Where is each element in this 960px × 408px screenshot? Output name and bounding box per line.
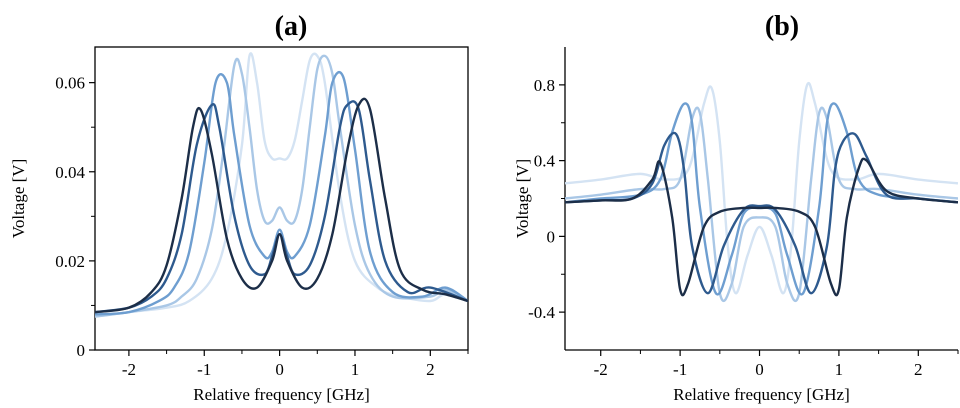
y-tick-label: 0.8 xyxy=(534,76,555,95)
y-tick-label: 0.06 xyxy=(55,74,85,93)
x-tick-label: 0 xyxy=(755,360,764,379)
series-line xyxy=(95,100,468,314)
series-line xyxy=(565,131,958,295)
series-line xyxy=(565,106,958,302)
x-axis-label: Relative frequency [GHz] xyxy=(193,385,370,404)
y-tick-label: 0 xyxy=(547,227,556,246)
series-line xyxy=(95,97,468,314)
x-tick-label: -2 xyxy=(594,360,608,379)
x-tick-label: 1 xyxy=(351,360,360,379)
y-axis-label: Voltage [V] xyxy=(9,159,28,238)
panel-b: (b) -2 -1 0 1 2 -0.4 0 0.4 0.8 Relative frequency … xyxy=(513,11,959,404)
series-line xyxy=(95,54,468,318)
x-tick-label: 2 xyxy=(426,360,435,379)
x-tick-label: -1 xyxy=(673,360,687,379)
x-tick-label: 2 xyxy=(914,360,923,379)
panel-a: (a) -2 -1 0 1 2 0 0.02 0.04 0.06 Relative frequenc… xyxy=(9,11,469,404)
x-axis-label: Relative frequency [GHz] xyxy=(673,385,850,404)
series-line xyxy=(565,157,958,297)
x-tick-label: -2 xyxy=(122,360,136,379)
y-axis-label: Voltage [V] xyxy=(513,159,532,238)
chart-title: (a) xyxy=(275,11,308,42)
chart-title: (b) xyxy=(765,11,799,42)
series-line xyxy=(95,70,468,316)
x-tick-label: 1 xyxy=(835,360,844,379)
y-tick-label: 0 xyxy=(77,341,86,360)
x-tick-label: -1 xyxy=(197,360,211,379)
y-tick-label: -0.4 xyxy=(528,303,555,322)
y-tick-label: 0.4 xyxy=(534,152,556,171)
series-line xyxy=(565,81,958,295)
series-line xyxy=(95,52,468,318)
y-tick-label: 0.02 xyxy=(55,252,85,271)
y-tick-label: 0.04 xyxy=(55,163,85,182)
plot-frame xyxy=(94,46,469,351)
x-tick-label: 0 xyxy=(275,360,284,379)
